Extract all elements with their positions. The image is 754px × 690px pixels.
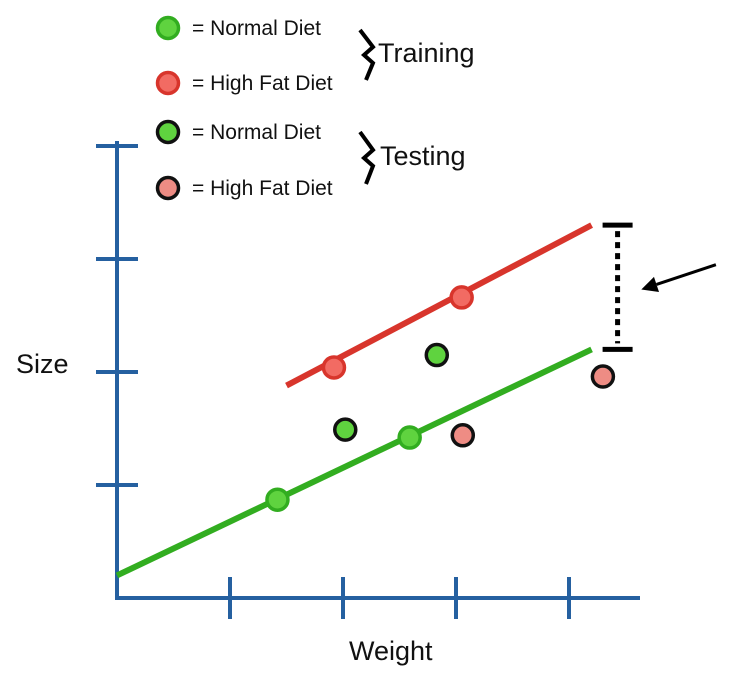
testing-normal-diet-point bbox=[333, 417, 358, 442]
legend-marker-training-high-fat-diet bbox=[155, 70, 181, 96]
training-brace bbox=[358, 28, 376, 81]
legend-group-training-label: Training bbox=[378, 38, 475, 68]
legend-label-training-high-fat-diet: = High Fat Diet bbox=[192, 72, 333, 95]
legend-label-testing-normal-diet: = Normal Diet bbox=[192, 121, 321, 144]
training-high-fat-diet-point bbox=[321, 355, 347, 380]
legend-label-training-normal-diet: = Normal Diet bbox=[192, 17, 321, 40]
legend-marker-training-normal-diet bbox=[155, 15, 181, 41]
x-axis-label: Weight bbox=[349, 636, 433, 666]
testing-normal-diet-point bbox=[424, 342, 450, 368]
arrow-shaft bbox=[656, 263, 717, 286]
training-high-fat-diet-point bbox=[449, 285, 474, 310]
y-axis-label: Size bbox=[16, 349, 69, 379]
testing-high-fat-diet-point bbox=[450, 423, 476, 448]
legend-marker-testing-normal-diet bbox=[155, 119, 181, 145]
legend-label-testing-high-fat-diet: = High Fat Diet bbox=[192, 177, 333, 200]
data-points bbox=[265, 285, 616, 512]
arrow-head bbox=[641, 276, 660, 293]
normal-diet-fit-line bbox=[115, 346, 593, 579]
legend-group-testing-label: Testing bbox=[380, 141, 466, 171]
training-normal-diet-point bbox=[265, 487, 290, 512]
gap-marker bbox=[602, 222, 717, 352]
legend: = Normal Diet = High Fat Diet = Normal Die… bbox=[155, 15, 475, 201]
legend-marker-testing-high-fat-diet bbox=[155, 175, 181, 201]
fit-lines bbox=[115, 222, 593, 579]
training-normal-diet-point bbox=[397, 425, 422, 450]
testing-brace bbox=[358, 130, 376, 185]
axes bbox=[96, 141, 640, 619]
testing-high-fat-diet-point bbox=[590, 364, 616, 389]
